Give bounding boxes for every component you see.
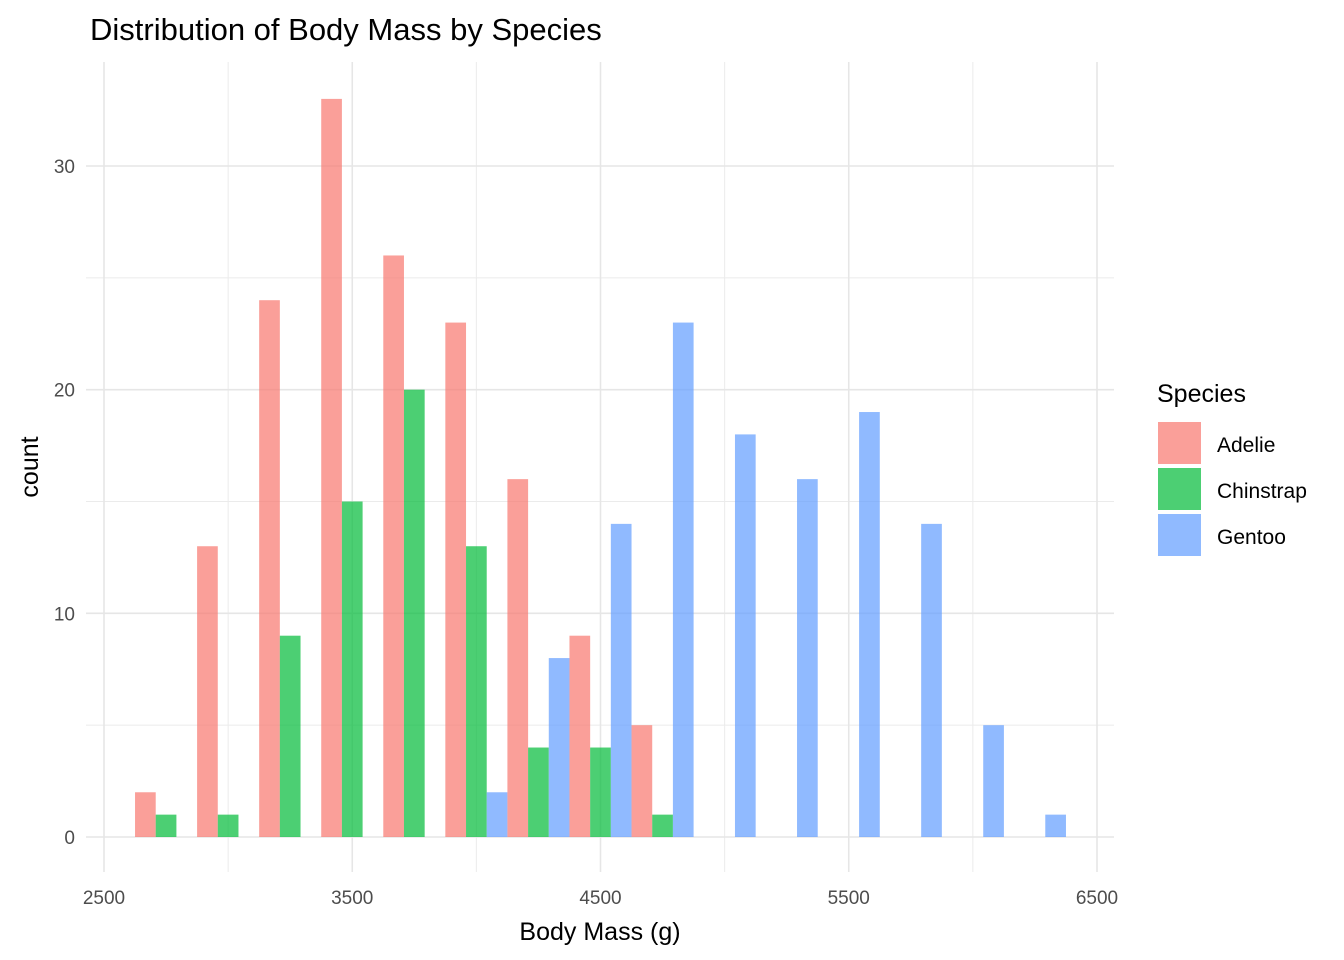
bar-adelie-2750 — [135, 792, 156, 837]
bar-chinstrap-3500 — [341, 501, 363, 837]
legend-title: Species — [1157, 380, 1246, 408]
y-tick-label: 20 — [54, 381, 75, 402]
y-axis-title: count — [16, 436, 44, 497]
y-tick-label: 10 — [54, 604, 75, 625]
legend-swatch-chinstrap — [1158, 468, 1201, 510]
x-tick-label: 6500 — [1076, 888, 1118, 909]
x-tick-label: 2500 — [83, 888, 125, 909]
bar-gentoo-5500 — [859, 412, 880, 837]
bar-chinstrap-3000 — [217, 814, 239, 837]
bar-gentoo-4000 — [486, 792, 508, 837]
bar-chinstrap-2750 — [155, 814, 177, 837]
legend-label-chinstrap: Chinstrap — [1217, 480, 1307, 503]
x-tick-label: 4500 — [579, 888, 621, 909]
bar-chinstrap-4750 — [652, 814, 673, 837]
bar-gentoo-5750 — [921, 523, 942, 837]
bar-chinstrap-4000 — [466, 546, 487, 837]
y-tick-labels: 0 10 20 30 — [54, 157, 75, 849]
x-axis-title: Body Mass (g) — [519, 918, 680, 946]
bar-adelie-3750 — [383, 255, 404, 838]
bar-gentoo-5000 — [734, 434, 756, 837]
bar-adelie-3250 — [259, 300, 280, 837]
bar-adelie-4250 — [507, 479, 529, 837]
x-tick-labels: 2500 3500 4500 5500 6500 — [83, 888, 1118, 909]
bar-gentoo-6250 — [1045, 814, 1066, 837]
bar-adelie-4750 — [631, 725, 653, 837]
chart-title: Distribution of Body Mass by Species — [90, 12, 602, 47]
bar-adelie-4000 — [445, 322, 467, 837]
bar-adelie-3500 — [321, 98, 342, 837]
legend: Species Adelie Chinstrap Gentoo — [1157, 380, 1307, 556]
bar-gentoo-4500 — [610, 523, 632, 837]
bar-chinstrap-3750 — [403, 389, 425, 837]
y-tick-label: 0 — [64, 828, 75, 849]
bar-adelie-3000 — [197, 546, 218, 837]
bars-layer — [135, 98, 1066, 838]
bar-adelie-4500 — [569, 635, 591, 837]
x-tick-label: 3500 — [331, 888, 373, 909]
bar-chinstrap-3250 — [279, 635, 301, 837]
y-tick-label: 30 — [54, 157, 75, 178]
bar-gentoo-6000 — [983, 725, 1004, 837]
bar-gentoo-4750 — [672, 322, 694, 837]
bar-gentoo-4250 — [548, 658, 570, 837]
legend-swatch-adelie — [1158, 422, 1201, 464]
legend-label-adelie: Adelie — [1217, 434, 1275, 457]
bar-gentoo-5250 — [797, 479, 818, 837]
bar-chinstrap-4500 — [590, 747, 611, 837]
legend-swatch-gentoo — [1158, 514, 1201, 556]
legend-label-gentoo: Gentoo — [1217, 526, 1286, 549]
bar-chinstrap-4250 — [528, 747, 549, 837]
x-tick-label: 5500 — [828, 888, 870, 909]
